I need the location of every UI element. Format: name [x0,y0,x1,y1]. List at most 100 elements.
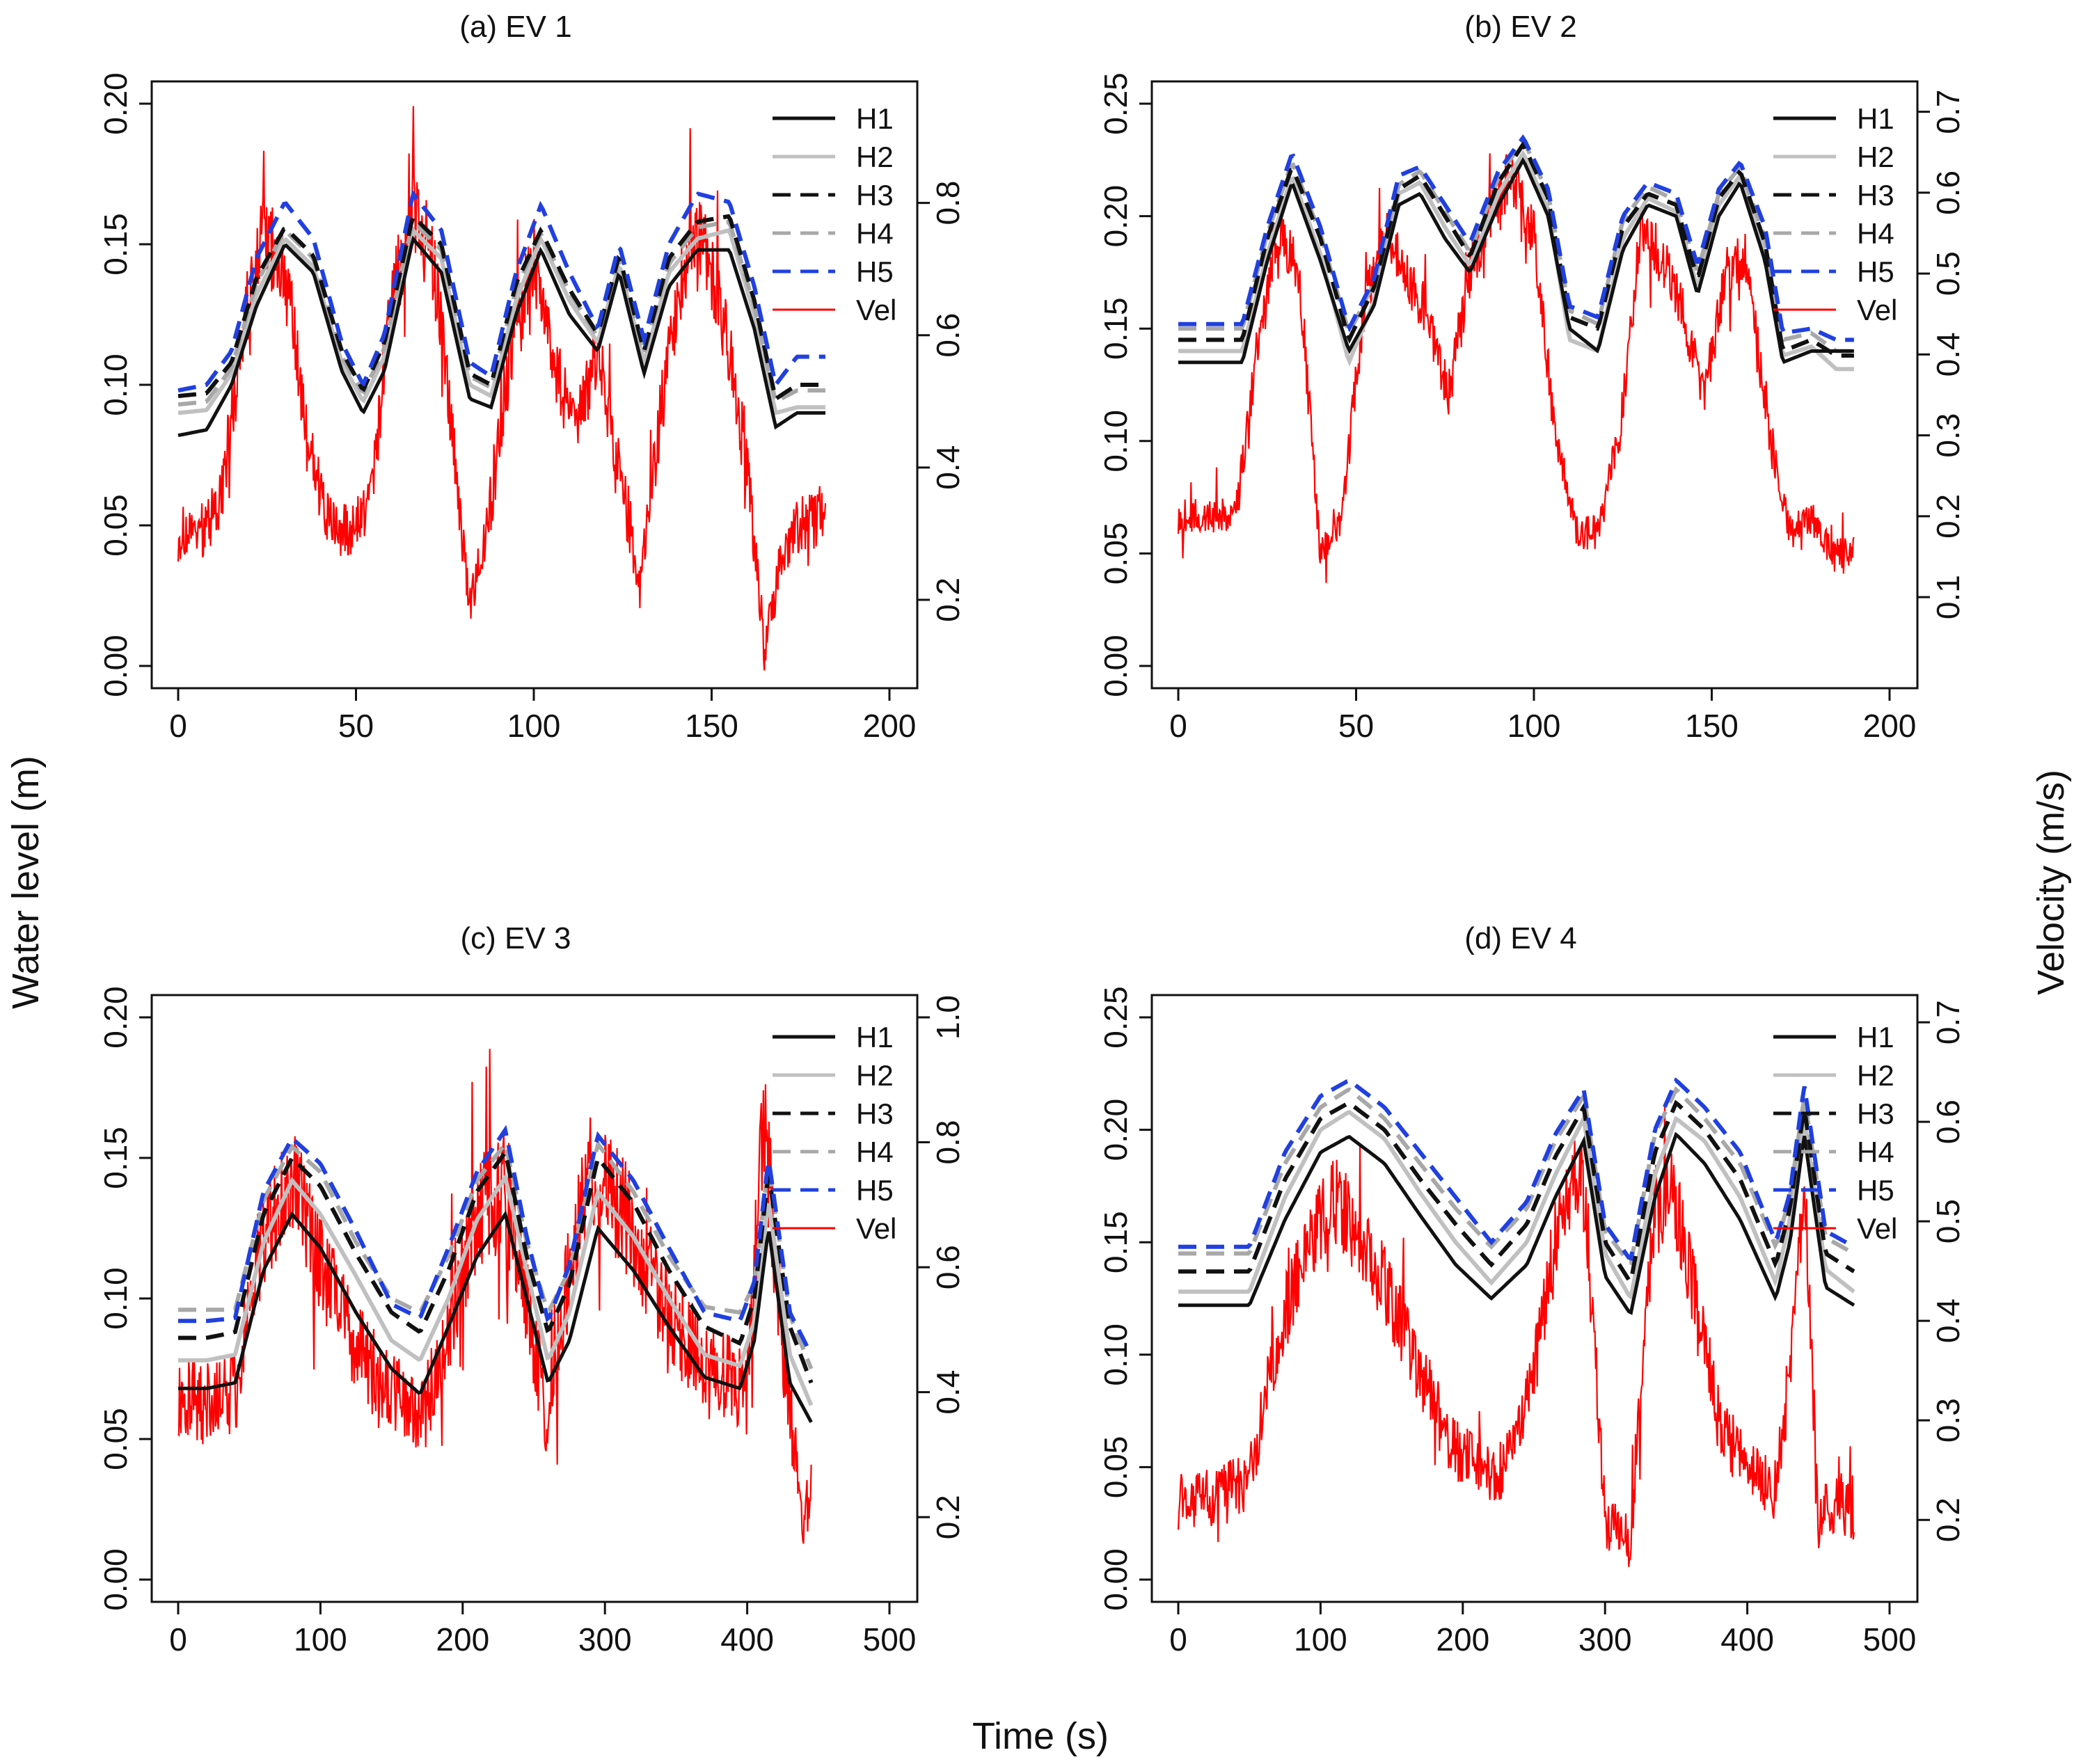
panel-d-x-tick-label: 0 [1169,1621,1187,1658]
panel-d-y-tick-label: 0.15 [1098,1211,1134,1273]
panel-c-series-vel [177,1049,812,1544]
panel-c-legend-label-h5: H5 [856,1174,894,1207]
panel-d-y-tick-label: 0.20 [1098,1099,1134,1161]
panel-c-plot: 0 100 200 300 400 500 0.00 0.05 0.10 0.15 0.20 0.2 0… [97,986,966,1658]
global-xlabel: Time (s) [972,1715,1109,1757]
panel-b-plot: 0 50 100 150 200 0.00 0.05 0.10 0.15 0.20 0.25 0.1 0… [1098,72,1966,744]
panel-a-legend-label-h4: H4 [856,217,894,250]
panel-a-y-tick-label: 0.05 [97,494,134,557]
panel-c-x-tick-label: 400 [720,1621,774,1658]
panel-d-series-h2 [1178,1109,1855,1301]
panel-a-plot: 0 50 100 150 200 0.00 0.05 0.10 0.15 0.20 0.2 0.4 0.… [97,72,966,744]
panel-c-legend-label-h1: H1 [856,1021,894,1054]
panel-c: (c) EV 3 0 100 200 300 400 500 0.00 0.05 0.10 0.1… [97,921,966,1658]
panel-d-y2-tick-label: 0.2 [1930,1497,1966,1542]
panel-a-legend-label-h2: H2 [856,141,894,173]
panel-d-x-tick-label: 400 [1720,1621,1774,1658]
panel-a-x-tick-label: 150 [685,708,738,744]
panel-d-legend-label-h2: H2 [1857,1059,1894,1092]
panel-d-legend-label-h3: H3 [1857,1097,1894,1130]
panel-b-x-tick-label: 150 [1685,708,1739,744]
panel-a-series-h2 [177,226,825,415]
panel-b-y2-tick-label: 0.2 [1930,494,1966,539]
panel-a-y2-tick-label: 0.2 [930,578,966,622]
panel-b-y-tick-label: 0.05 [1098,523,1134,585]
panel-c-series-h3 [178,1147,814,1384]
global-ylabel-left: Water level (m) [5,756,47,1009]
panel-b-x-tick-label: 0 [1169,708,1187,744]
panel-c-y-tick-label: 0.20 [97,986,134,1049]
panel-d-x-tick-label: 500 [1863,1621,1917,1658]
panel-d-legend-label-h1: H1 [1857,1021,1894,1054]
panel-a-y-tick-label: 0.10 [97,353,134,416]
panel-b-legend-label-h3: H3 [1857,179,1894,212]
panel-a-y2-tick-label: 0.6 [930,313,966,358]
panel-b-x-tick-label: 50 [1338,708,1374,744]
panel-a-y-tick-label: 0.20 [97,72,134,135]
global-ylabel-right: Velocity (m/s) [2030,770,2072,995]
panel-b-series-h5 [1178,134,1854,342]
panel-c-legend-label-h4: H4 [856,1136,894,1168]
panel-a-legend-label-h5: H5 [856,255,894,288]
panel-a-x-tick-label: 50 [338,708,374,744]
panel-c-y-tick-label: 0.10 [97,1267,134,1330]
panel-d-series-h5 [1178,1077,1855,1262]
panel-b-x-tick-label: 100 [1507,708,1561,744]
panel-a-x-tick-label: 100 [507,708,561,744]
panel-c-x-tick-label: 200 [436,1621,489,1658]
panel-c-y2-tick-label: 1.0 [930,995,966,1040]
panel-b-legend-label-h4: H4 [1857,217,1894,250]
panel-b-series-h3 [1178,141,1854,358]
panel-a-series-h3 [177,212,825,402]
panel-d-y-tick-label: 0.05 [1098,1436,1134,1499]
panel-b-title: (b) EV 2 [1464,10,1576,44]
panel-b-y2-tick-label: 0.5 [1930,251,1966,296]
panel-a: (a) EV 1 0 50 100 150 200 0.00 0.05 0.10 0.15 0.2… [97,10,966,744]
panel-a-series-vel [177,106,827,671]
panel-d-y2-tick-label: 0.6 [1930,1099,1966,1144]
panel-b-x-tick-label: 200 [1863,708,1917,744]
panel-c-x-tick-label: 0 [169,1621,187,1658]
panel-c-legend-label-vel: Vel [856,1212,896,1245]
panel-d-y-tick-label: 0.00 [1098,1548,1134,1611]
panel-b-y2-tick-label: 0.4 [1930,332,1966,376]
panel-c-x-tick-label: 100 [294,1621,347,1658]
panel-a-series-h1 [177,235,825,438]
panel-b-y2-tick-label: 0.7 [1930,90,1966,134]
panel-c-y2-tick-label: 0.6 [930,1245,966,1289]
panel-b-y-tick-label: 0.00 [1098,635,1134,697]
panel-d-x-tick-label: 100 [1294,1621,1347,1658]
panel-b-legend-label-h5: H5 [1857,255,1894,288]
panel-d-legend-label-vel: Vel [1857,1212,1897,1245]
panel-d-series-h1 [1178,1131,1855,1315]
panel-c-title: (c) EV 3 [461,921,571,955]
panel-b-y2-tick-label: 0.3 [1930,413,1966,458]
panel-a-y-tick-label: 0.00 [97,635,134,697]
panel-a-legend-label-vel: Vel [856,294,896,326]
panel-b-legend-label-vel: Vel [1857,294,1897,326]
panel-c-y2-tick-label: 0.2 [930,1495,966,1539]
panel-c-x-tick-label: 300 [578,1621,632,1658]
panel-a-legend-label-h1: H1 [856,102,894,135]
panel-c-y-tick-label: 0.05 [97,1408,134,1470]
panel-a-y2-tick-label: 0.8 [930,181,966,225]
panel-d-series-h4 [1178,1086,1855,1266]
panel-c-series-h4 [178,1139,814,1370]
panel-b-series-h1 [1178,157,1854,365]
panel-b-series-h4 [1178,136,1854,353]
panel-d-plot: 0 100 200 300 400 500 0.00 0.05 0.10 0.15 0.20 0.25… [1098,986,1966,1658]
panel-d: (d) EV 4 0 100 200 300 400 500 0.00 0.05 0.10 0.1… [1098,921,1966,1658]
panel-a-x-tick-label: 200 [863,708,917,744]
panel-b-y2-tick-label: 0.6 [1930,170,1966,215]
panel-c-legend-label-h3: H3 [856,1097,894,1130]
panel-a-y-tick-label: 0.15 [97,213,134,276]
panel-b-y-tick-label: 0.20 [1098,185,1134,248]
panel-d-frame [1150,994,1919,1603]
panel-c-y-tick-label: 0.00 [97,1548,134,1611]
panel-b: (b) EV 2 0 50 100 150 200 0.00 0.05 0.10 0.15 0.2… [1098,10,1966,744]
panel-c-series-h2 [178,1173,814,1406]
panel-b-legend-label-h1: H1 [1857,102,1894,135]
panel-d-y-tick-label: 0.25 [1098,986,1134,1049]
panel-c-y-tick-label: 0.15 [97,1127,134,1189]
